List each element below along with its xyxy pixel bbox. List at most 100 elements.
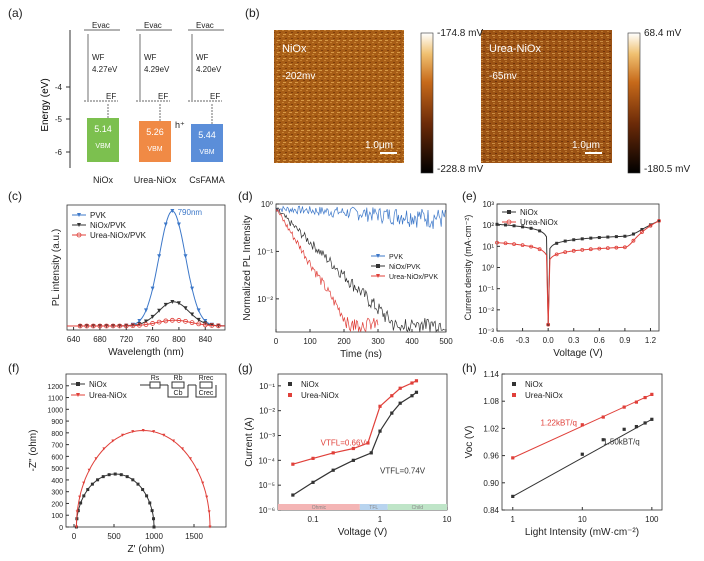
x-tick-label: 1: [378, 515, 383, 524]
data-point: [203, 318, 208, 323]
x-tick-label: 840: [199, 335, 213, 344]
y-tick-label: 100: [51, 513, 63, 520]
x-tick-label: 0.6: [594, 336, 606, 345]
data-point: [144, 308, 148, 313]
legend-marker: [77, 223, 81, 227]
y-tick-label: 10⁻⁵: [259, 481, 275, 490]
data-point: [650, 392, 654, 396]
panel-h-voc-light: 1 10 100 0.84 0.90 0.96 1.02 1.08 1.14 Light Inte…: [464, 370, 663, 538]
panel-a-ytick-label: -4: [55, 83, 63, 92]
vtfl-annotation: VTFL=0.66V: [321, 438, 367, 447]
panel-e-dark-jv: -0.6 -0.3 0.0 0.3 0.6 0.9 1.2 10³ 10² 10¹ 10⁰ 10⁻¹ 1…: [463, 200, 661, 359]
data-point: [546, 323, 550, 327]
legend-marker: [376, 254, 380, 258]
data-point: [622, 245, 627, 250]
data-point: [521, 225, 525, 229]
data-point: [529, 226, 533, 230]
legend-marker: [376, 274, 380, 278]
panel-c-pl-spectra: 640 680 720 760 800 840 Wavelength (nm) PL inte…: [51, 204, 226, 358]
data-point: [605, 246, 610, 251]
legend-label: NiOx: [301, 380, 319, 389]
legend-marker: [76, 382, 80, 386]
legend-label: NiOx: [520, 208, 538, 217]
data-point: [597, 246, 602, 251]
series-line: [292, 380, 417, 465]
y-tick-label: 200: [51, 501, 63, 508]
data-point: [144, 319, 148, 324]
y-tick-label: 500: [51, 466, 63, 473]
data-point: [137, 322, 142, 328]
legend-marker: [512, 393, 516, 397]
y-tick-label: 10⁻³: [478, 327, 494, 336]
legend-label: Urea-NiOx: [525, 391, 563, 400]
legend-label: NiOx/PVK: [90, 221, 127, 230]
y-tick-label: 1.02: [483, 424, 499, 433]
fit-line: [512, 418, 653, 497]
panel-letter: (d): [238, 189, 253, 203]
x-axis-label: Wavelength (nm): [108, 347, 184, 358]
data-point: [648, 223, 653, 228]
data-point: [643, 395, 647, 400]
work-function-label: WF: [92, 53, 105, 62]
series-line: [496, 221, 658, 325]
circuit-label: Rrec: [199, 375, 214, 382]
x-tick-label: 100: [645, 515, 659, 524]
data-point: [495, 240, 499, 245]
y-tick-label: 10¹: [482, 242, 494, 251]
data-point: [110, 323, 116, 329]
x-tick-label: 500: [107, 532, 121, 541]
data-point: [563, 250, 568, 255]
data-point: [622, 427, 626, 431]
y-tick-label: 0.90: [483, 479, 499, 488]
data-point: [563, 239, 567, 243]
data-point: [512, 224, 516, 228]
y-tick-label: 10⁰: [482, 264, 494, 273]
legend-marker: [507, 210, 511, 214]
data-point: [189, 320, 195, 326]
data-point: [209, 323, 215, 328]
data-point: [511, 494, 515, 498]
y-tick-label: 1100: [48, 396, 63, 403]
legend-marker: [76, 393, 80, 397]
x-tick-label: 100: [303, 337, 317, 346]
vacuum-level-label: Evac: [144, 21, 162, 30]
data-point: [588, 247, 593, 252]
vbm-label: VBM: [147, 146, 162, 153]
series-line: [67, 319, 225, 327]
data-point: [170, 299, 175, 304]
data-point: [503, 241, 508, 246]
data-point: [606, 235, 610, 239]
data-point: [614, 235, 618, 239]
x-tick-label: 200: [337, 337, 351, 346]
colorbar-min-label: -180.5 mV: [644, 164, 690, 175]
y-tick-label: 1.14: [483, 370, 499, 379]
y-tick-label: 10⁻¹: [257, 247, 273, 256]
x-axis-label: Light Intensity (mW·cm⁻²): [525, 527, 639, 538]
data-point: [143, 322, 149, 327]
panel-letter: (a): [8, 6, 23, 20]
data-point: [631, 232, 635, 236]
data-point: [97, 323, 103, 329]
data-point: [495, 222, 499, 226]
fermi-level-label: EF: [210, 92, 220, 101]
legend-marker: [76, 232, 82, 238]
data-point: [601, 438, 605, 442]
data-point: [511, 456, 515, 460]
data-point: [504, 223, 508, 227]
data-point: [555, 241, 559, 245]
data-point: [163, 302, 168, 307]
data-point: [623, 234, 627, 238]
equivalent-circuit: Rs Rb Cb Rrec Crec: [140, 375, 217, 398]
data-point: [156, 319, 162, 325]
y-axis-label: PL intensity (a.u.): [51, 229, 62, 306]
data-point: [163, 222, 168, 227]
series-line: [275, 205, 446, 229]
data-point: [614, 245, 619, 250]
x-axis-label: Voltage (V): [338, 527, 387, 538]
afm-map-label: NiOx: [282, 43, 307, 55]
legend-marker: [77, 213, 81, 217]
hole-label: h⁺: [175, 120, 185, 130]
legend-label: NiOx/PVK: [389, 264, 421, 271]
legend-label: Urea-NiOx: [301, 391, 339, 400]
